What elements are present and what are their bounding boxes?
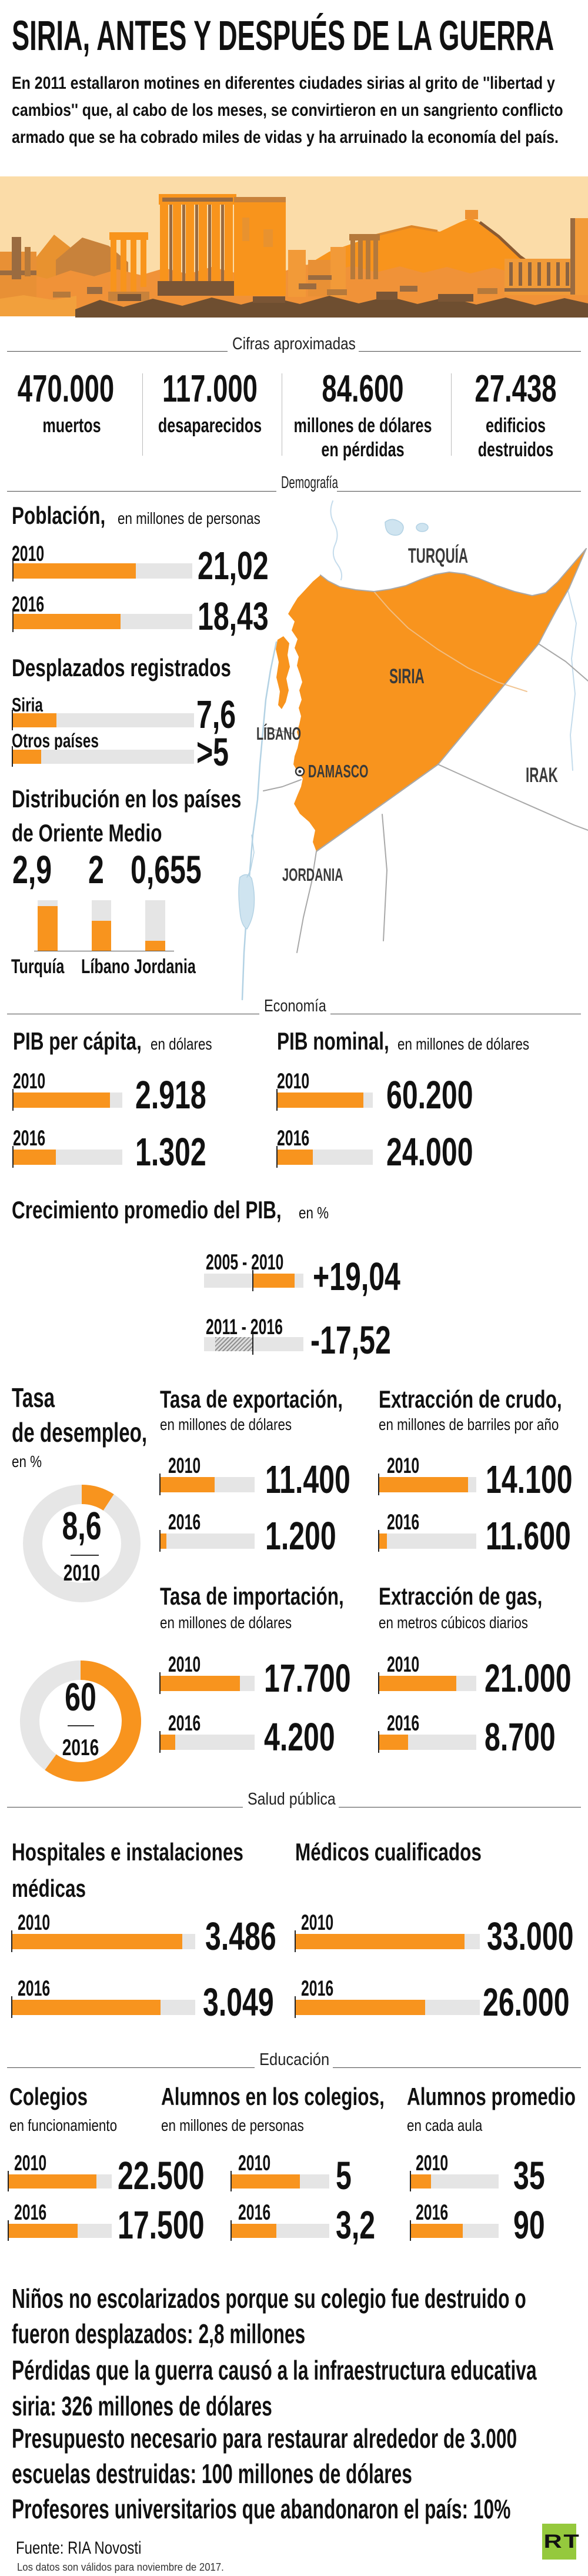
svg-text:LÍBANO: LÍBANO	[256, 723, 301, 744]
svg-text:SIRIA: SIRIA	[389, 665, 425, 688]
svg-text:IRAK: IRAK	[526, 764, 558, 787]
svg-text:JORDANIA: JORDANIA	[282, 864, 343, 885]
svg-text:TURQUÍA: TURQUÍA	[408, 544, 468, 567]
svg-text:DAMASCO: DAMASCO	[308, 760, 368, 781]
